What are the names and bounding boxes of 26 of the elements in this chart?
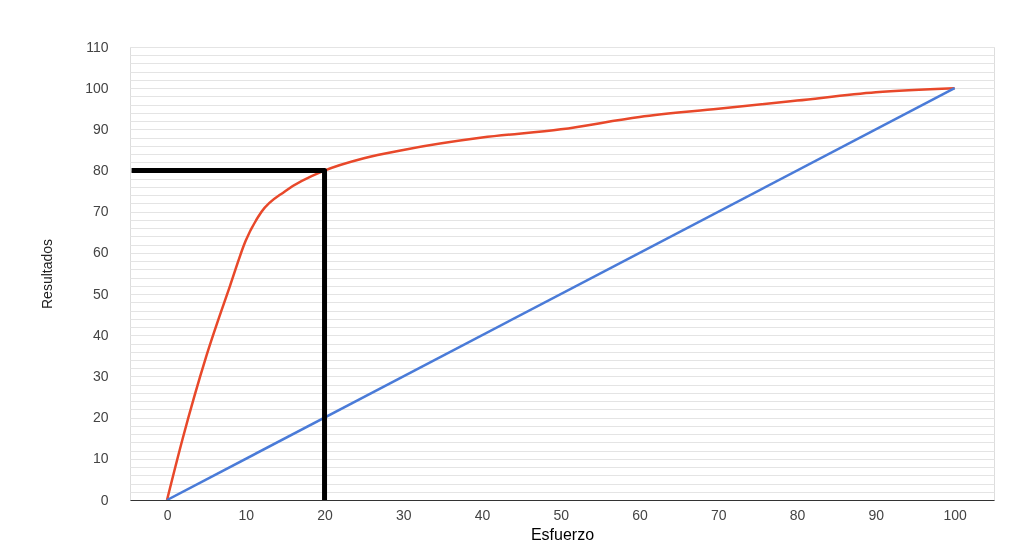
y-tick-label: 40 <box>92 326 109 343</box>
x-tick-label: 70 <box>711 506 727 523</box>
y-tick-label: 70 <box>92 203 109 220</box>
y-tick-label: 0 <box>100 491 109 508</box>
x-tick-label: 90 <box>868 506 885 523</box>
x-tick-label: 10 <box>238 506 255 523</box>
x-tick-label: 60 <box>632 506 649 523</box>
line-series <box>165 86 956 500</box>
x-axis-title: Esfuerzo <box>530 525 595 543</box>
x-tick-label: 0 <box>163 506 172 523</box>
y-tick-label: 60 <box>92 244 109 261</box>
x-tick-label: 80 <box>789 506 806 523</box>
x-tick-label: 50 <box>553 506 570 523</box>
y-tick-label: 110 <box>86 38 109 55</box>
x-tick-label: 100 <box>943 506 968 523</box>
y-tick-label: 80 <box>92 162 109 179</box>
y-tick-label: 30 <box>92 367 109 384</box>
y-tick-label: 20 <box>92 409 109 426</box>
y-axis-title: Resultados <box>39 238 56 310</box>
y-tick-label: 50 <box>92 285 109 302</box>
y-tick-label: 90 <box>92 120 109 137</box>
y-tick-label: 100 <box>85 79 109 96</box>
x-tick-label: 30 <box>396 506 412 523</box>
x-tick-label: 20 <box>317 506 334 523</box>
x-tick-label: 40 <box>474 506 491 523</box>
y-tick-label: 10 <box>92 450 109 467</box>
